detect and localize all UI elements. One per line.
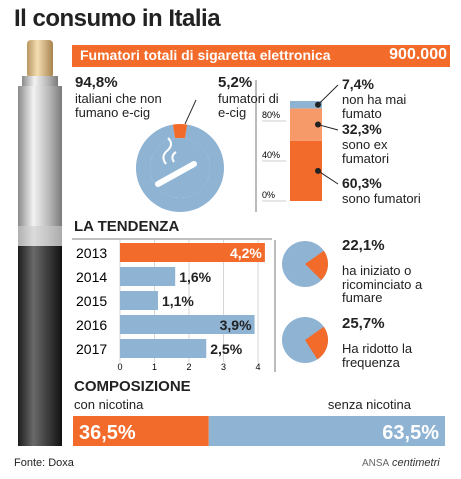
x-tick-label: 0 — [117, 362, 122, 372]
donut-category-label: fumatori di e-cig — [218, 91, 279, 120]
e-cig-illustration — [18, 40, 62, 446]
donut-category-label: italiani che non fumano e-cig — [75, 91, 162, 120]
stack-value-label: 7,4% — [342, 76, 374, 92]
donut-value-label: 94,8% — [75, 74, 118, 91]
donut-center — [150, 138, 210, 198]
pie-label: Ha ridotto la frequenza — [342, 341, 413, 370]
category-label: 2017 — [76, 341, 107, 357]
bar — [120, 315, 255, 334]
composition-segment — [208, 416, 445, 446]
category-label: 2013 — [76, 245, 107, 261]
stack-name-label: non ha mai fumato — [342, 92, 407, 121]
pie-slice — [305, 250, 328, 281]
value-label: 1,1% — [162, 293, 194, 309]
value-label: 4,2% — [230, 245, 262, 261]
stack-name-label: sono fumatori — [342, 191, 421, 206]
section-title: LA TENDENZA — [74, 218, 180, 235]
stack-value-label: 32,3% — [342, 121, 382, 137]
banner-text: Fumatori totali di sigaretta elettronica — [80, 47, 331, 63]
leader-line — [317, 124, 339, 131]
composition-value-label: 63,5% — [382, 422, 439, 444]
donut-slice — [136, 124, 224, 212]
y-tick-label: 80% — [262, 110, 280, 120]
section-title: COMPOSIZIONE — [74, 378, 191, 395]
x-tick-label: 4 — [255, 362, 260, 372]
x-tick-label: 1 — [152, 362, 157, 372]
banner-value: 900.000 — [389, 46, 447, 63]
pie-value-label: 25,7% — [342, 315, 385, 332]
donut-value-label: 5,2% — [218, 74, 253, 91]
stack-segment — [290, 101, 322, 109]
value-label: 2,5% — [210, 341, 242, 357]
composition-value-label: 36,5% — [79, 422, 136, 444]
title: Il consumo in Italia — [14, 5, 221, 32]
category-label: 2016 — [76, 317, 107, 333]
stack-value-label: 60,3% — [342, 175, 382, 191]
category-label: 2014 — [76, 269, 107, 285]
y-tick-label: 0% — [262, 190, 275, 200]
x-tick-label: 3 — [221, 362, 226, 372]
leader-line — [317, 170, 339, 185]
donut-slice — [172, 124, 188, 139]
composition-name: con nicotina — [74, 397, 144, 412]
pie-label: ha iniziato o ricominciato a fumare — [342, 263, 423, 306]
cigarette-icon — [155, 137, 197, 187]
pie-value-label: 22,1% — [342, 237, 385, 254]
credit-brand: ANSA — [362, 458, 390, 469]
source: Fonte: Doxa — [14, 457, 74, 469]
leader-line — [184, 99, 197, 125]
y-tick-label: 40% — [262, 150, 280, 160]
category-label: 2015 — [76, 293, 107, 309]
stack-name-label: sono ex fumatori — [342, 137, 389, 166]
value-label: 3,9% — [220, 317, 252, 333]
bar — [120, 339, 207, 358]
bar — [120, 291, 158, 310]
bar — [120, 243, 265, 262]
leader-line — [317, 84, 339, 106]
x-tick-label: 2 — [186, 362, 191, 372]
composition-name: senza nicotina — [327, 397, 411, 412]
banner — [72, 45, 450, 67]
composition-segment — [73, 416, 209, 446]
value-label: 1,6% — [179, 269, 211, 285]
pie-slice — [305, 326, 328, 360]
credit-name: centimetri — [392, 457, 440, 469]
bar — [120, 267, 176, 286]
